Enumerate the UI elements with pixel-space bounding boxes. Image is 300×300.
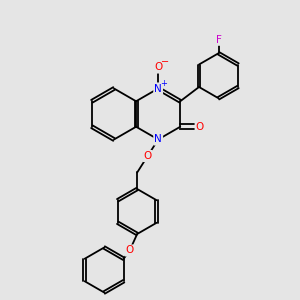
Text: O: O	[196, 122, 204, 132]
Text: N: N	[154, 83, 162, 94]
Text: N: N	[154, 134, 162, 145]
Text: −: −	[161, 57, 169, 67]
Text: O: O	[125, 245, 134, 256]
Text: F: F	[216, 35, 221, 45]
Text: O: O	[154, 62, 162, 73]
Text: +: +	[160, 80, 167, 88]
Text: O: O	[143, 151, 152, 161]
